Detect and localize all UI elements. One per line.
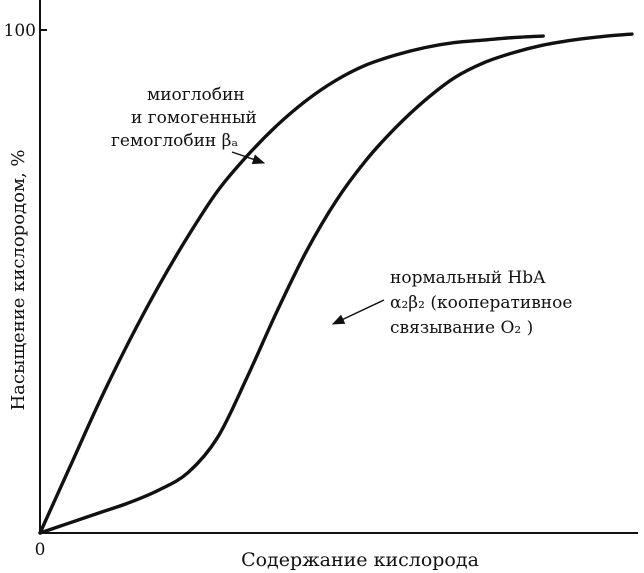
myoglobin-annotation-line-3: гемоглобин βₐ [111, 131, 238, 151]
y-tick-label-1: 100 [4, 21, 36, 41]
myoglobin-arrow [231, 151, 266, 165]
y-tick-label-0: 0 [35, 540, 46, 560]
myoglobin-annotation-line-1: миоглобин [147, 85, 245, 105]
myoglobin-annotation-line-2: и гомогенный [131, 108, 257, 128]
myoglobin-annotation: миоглобин и гомогенный гемоглобин βₐ [111, 85, 266, 165]
hba-annotation: нормальный HbA α₂β₂ (кооперативное связы… [331, 268, 572, 338]
x-axis-label: Содержание кислорода [241, 549, 479, 571]
hba-annotation-line-1: нормальный HbA [390, 268, 546, 288]
hba-curve [38, 32, 634, 535]
hba-annotation-line-3: связывание O₂ ) [390, 318, 533, 338]
hba-annotation-line-2: α₂β₂ (кооперативное [390, 293, 572, 313]
myoglobin-curve [38, 34, 545, 535]
y-axis-label: Насыщение кислородом, % [8, 149, 29, 410]
hba-arrow [331, 299, 385, 325]
